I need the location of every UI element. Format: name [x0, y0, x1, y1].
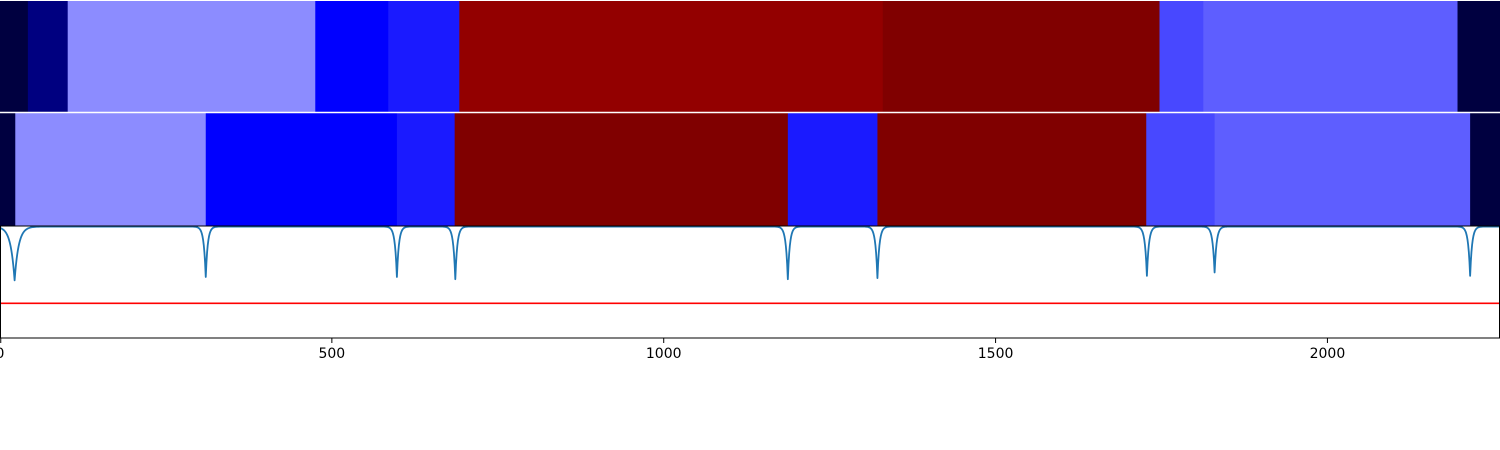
- heatmap-cell-r1-5: [388, 1, 460, 112]
- heatmap-cell-r2-1: [0, 113, 16, 226]
- heatmap-cell-r1-1: [0, 1, 29, 112]
- heatmap-cell-r1-7: [882, 1, 1161, 112]
- heatmap-cell-r2-6: [787, 113, 879, 226]
- heatmap-cell-r1-9: [1203, 1, 1459, 112]
- heatmap-cell-r1-2: [27, 1, 69, 112]
- x-tick-label-2: 500: [318, 346, 345, 362]
- heatmap-cell-r2-9: [1214, 113, 1471, 226]
- heatmap-cell-r1-6: [459, 1, 884, 112]
- signal-line: [0, 225, 1500, 282]
- heatmap-cell-r1-8: [1159, 1, 1204, 112]
- x-tick-label-1: 0: [0, 346, 4, 362]
- heatmap-cell-r2-4: [396, 113, 456, 226]
- heatmap-cell-r1-4: [315, 1, 389, 112]
- heatmap-cell-r2-3: [205, 113, 398, 226]
- heatmap-row-2: [0, 113, 1500, 226]
- line-panel-background: [0, 226, 1500, 338]
- x-tick-label-5: 2000: [1310, 346, 1346, 362]
- heatmap-cell-r1-3: [67, 1, 316, 112]
- heatmap-cell-r2-7: [877, 113, 1147, 226]
- x-axis: 0 500 1000 1500 2000: [0, 338, 1345, 362]
- heatmap-cell-r2-2: [15, 113, 207, 226]
- x-tick-label-4: 1500: [978, 346, 1014, 362]
- heatmap-cell-r2-8: [1146, 113, 1216, 226]
- heatmap-cell-r1-10: [1457, 1, 1500, 112]
- heatmap-row-1: [0, 1, 1500, 112]
- heatmap-cell-r2-10: [1470, 113, 1500, 226]
- heatmap-cell-r2-5: [454, 113, 789, 226]
- x-tick-label-3: 1000: [646, 346, 682, 362]
